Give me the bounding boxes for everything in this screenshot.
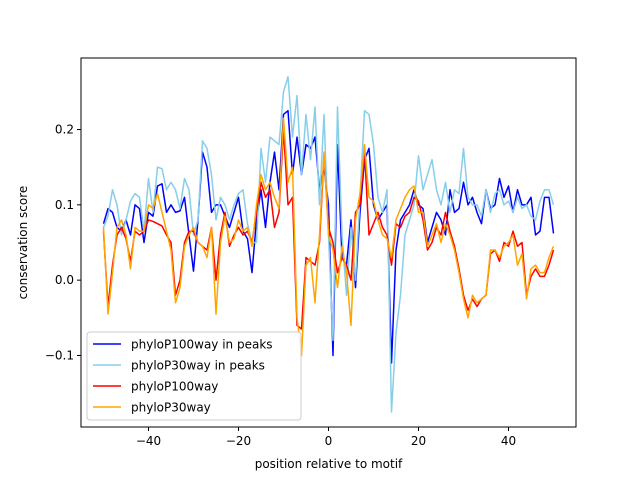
x-tick-label: 0 [325,434,333,448]
x-tick-label: 20 [411,434,426,448]
legend: phyloP100way in peaks phyloP30way in peak… [86,331,302,421]
legend-label: phyloP100way [131,380,218,394]
legend-label: phyloP100way in peaks [131,338,273,352]
y-tick-label: 0.0 [55,273,74,287]
x-tick-label: 40 [501,434,516,448]
x-axis-label: position relative to motif [255,457,403,471]
x-axis-ticks: −40 −20 0 20 40 [136,427,516,448]
series-line-4 [102,117,555,357]
y-tick-label: 0.2 [55,123,74,137]
y-axis-ticks: −0.1 0.0 0.1 0.2 [45,123,81,362]
x-tick-label: −20 [226,434,251,448]
y-axis-label: conservation score [16,186,30,300]
y-tick-label: −0.1 [45,348,74,362]
series-line-1 [102,109,555,364]
y-tick-label: 0.1 [55,198,74,212]
series-layer [102,76,555,413]
legend-label: phyloP30way [131,401,211,415]
x-tick-label: −40 [136,434,161,448]
legend-box [86,331,302,421]
legend-label: phyloP30way in peaks [131,359,265,373]
